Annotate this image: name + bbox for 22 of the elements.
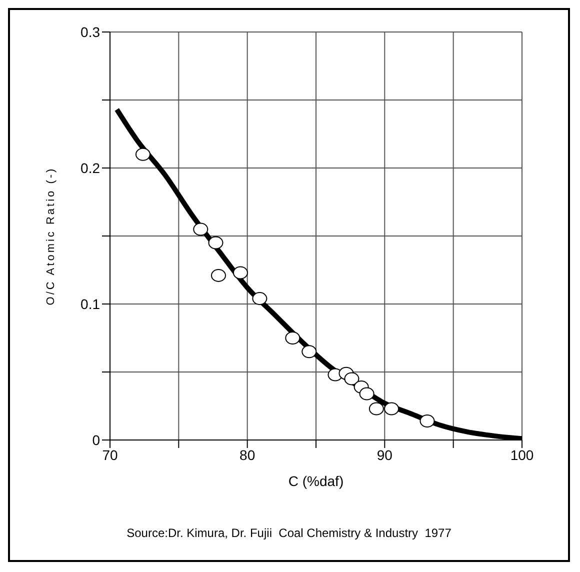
- point: [302, 345, 317, 358]
- y-tick-label: 0: [92, 432, 100, 448]
- y-tick-label: 0.3: [80, 24, 100, 40]
- source-note: Source:Dr. Kimura, Dr. Fujii Coal Chemistry & Industry 1977: [126, 526, 452, 540]
- x-tick-label: 70: [102, 446, 118, 463]
- point: [252, 292, 268, 306]
- y-tick-label: 0.2: [80, 160, 100, 176]
- point: [193, 222, 208, 236]
- point: [232, 266, 248, 280]
- point: [208, 236, 224, 250]
- point: [420, 414, 435, 428]
- x-tick-label: 100: [510, 446, 534, 463]
- y-tick-label: 0.1: [80, 296, 100, 312]
- x-tick-label: 80: [240, 446, 256, 463]
- point: [285, 332, 300, 344]
- point: [135, 148, 150, 161]
- point: [359, 387, 374, 400]
- x-tick-label: 90: [376, 446, 393, 463]
- y-axis-title: O/C Atomic Ratio (-): [44, 166, 57, 306]
- x-axis-title: C (%daf): [288, 473, 344, 489]
- point: [384, 402, 400, 416]
- point: [344, 372, 360, 386]
